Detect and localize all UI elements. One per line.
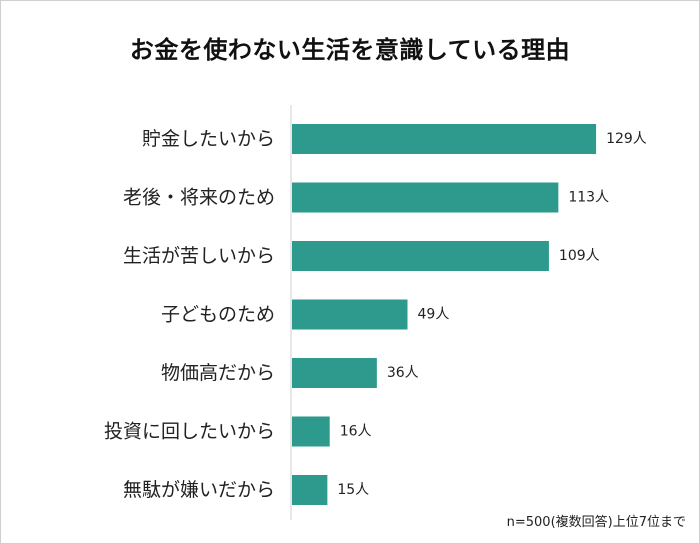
- value-label: 16人: [340, 424, 372, 440]
- value-label: 15人: [337, 482, 369, 498]
- category-label: 貯金したいから: [142, 128, 275, 150]
- sample-note: n=500(複数回答)上位7位まで: [506, 515, 686, 530]
- value-label: 129人: [606, 131, 647, 147]
- value-label: 113人: [568, 190, 609, 206]
- category-label: 物価高だから: [161, 362, 275, 384]
- value-label: 36人: [387, 365, 419, 381]
- value-label: 49人: [418, 307, 450, 323]
- category-label: 無駄が嫌いだから: [123, 479, 275, 501]
- bar: [292, 475, 328, 505]
- chart-title: お金を使わない生活を意識している理由: [129, 36, 571, 64]
- value-label: 109人: [559, 248, 600, 264]
- category-label: 子どものため: [161, 304, 275, 326]
- category-label: 老後・将来のため: [123, 187, 275, 209]
- bar: [292, 182, 559, 213]
- bar: [292, 241, 549, 271]
- bar: [292, 124, 597, 154]
- category-label: 生活が苦しいから: [123, 245, 275, 267]
- bar: [292, 416, 330, 447]
- category-label: 投資に回したいから: [104, 421, 275, 443]
- bar: [292, 358, 377, 388]
- bar: [292, 299, 408, 330]
